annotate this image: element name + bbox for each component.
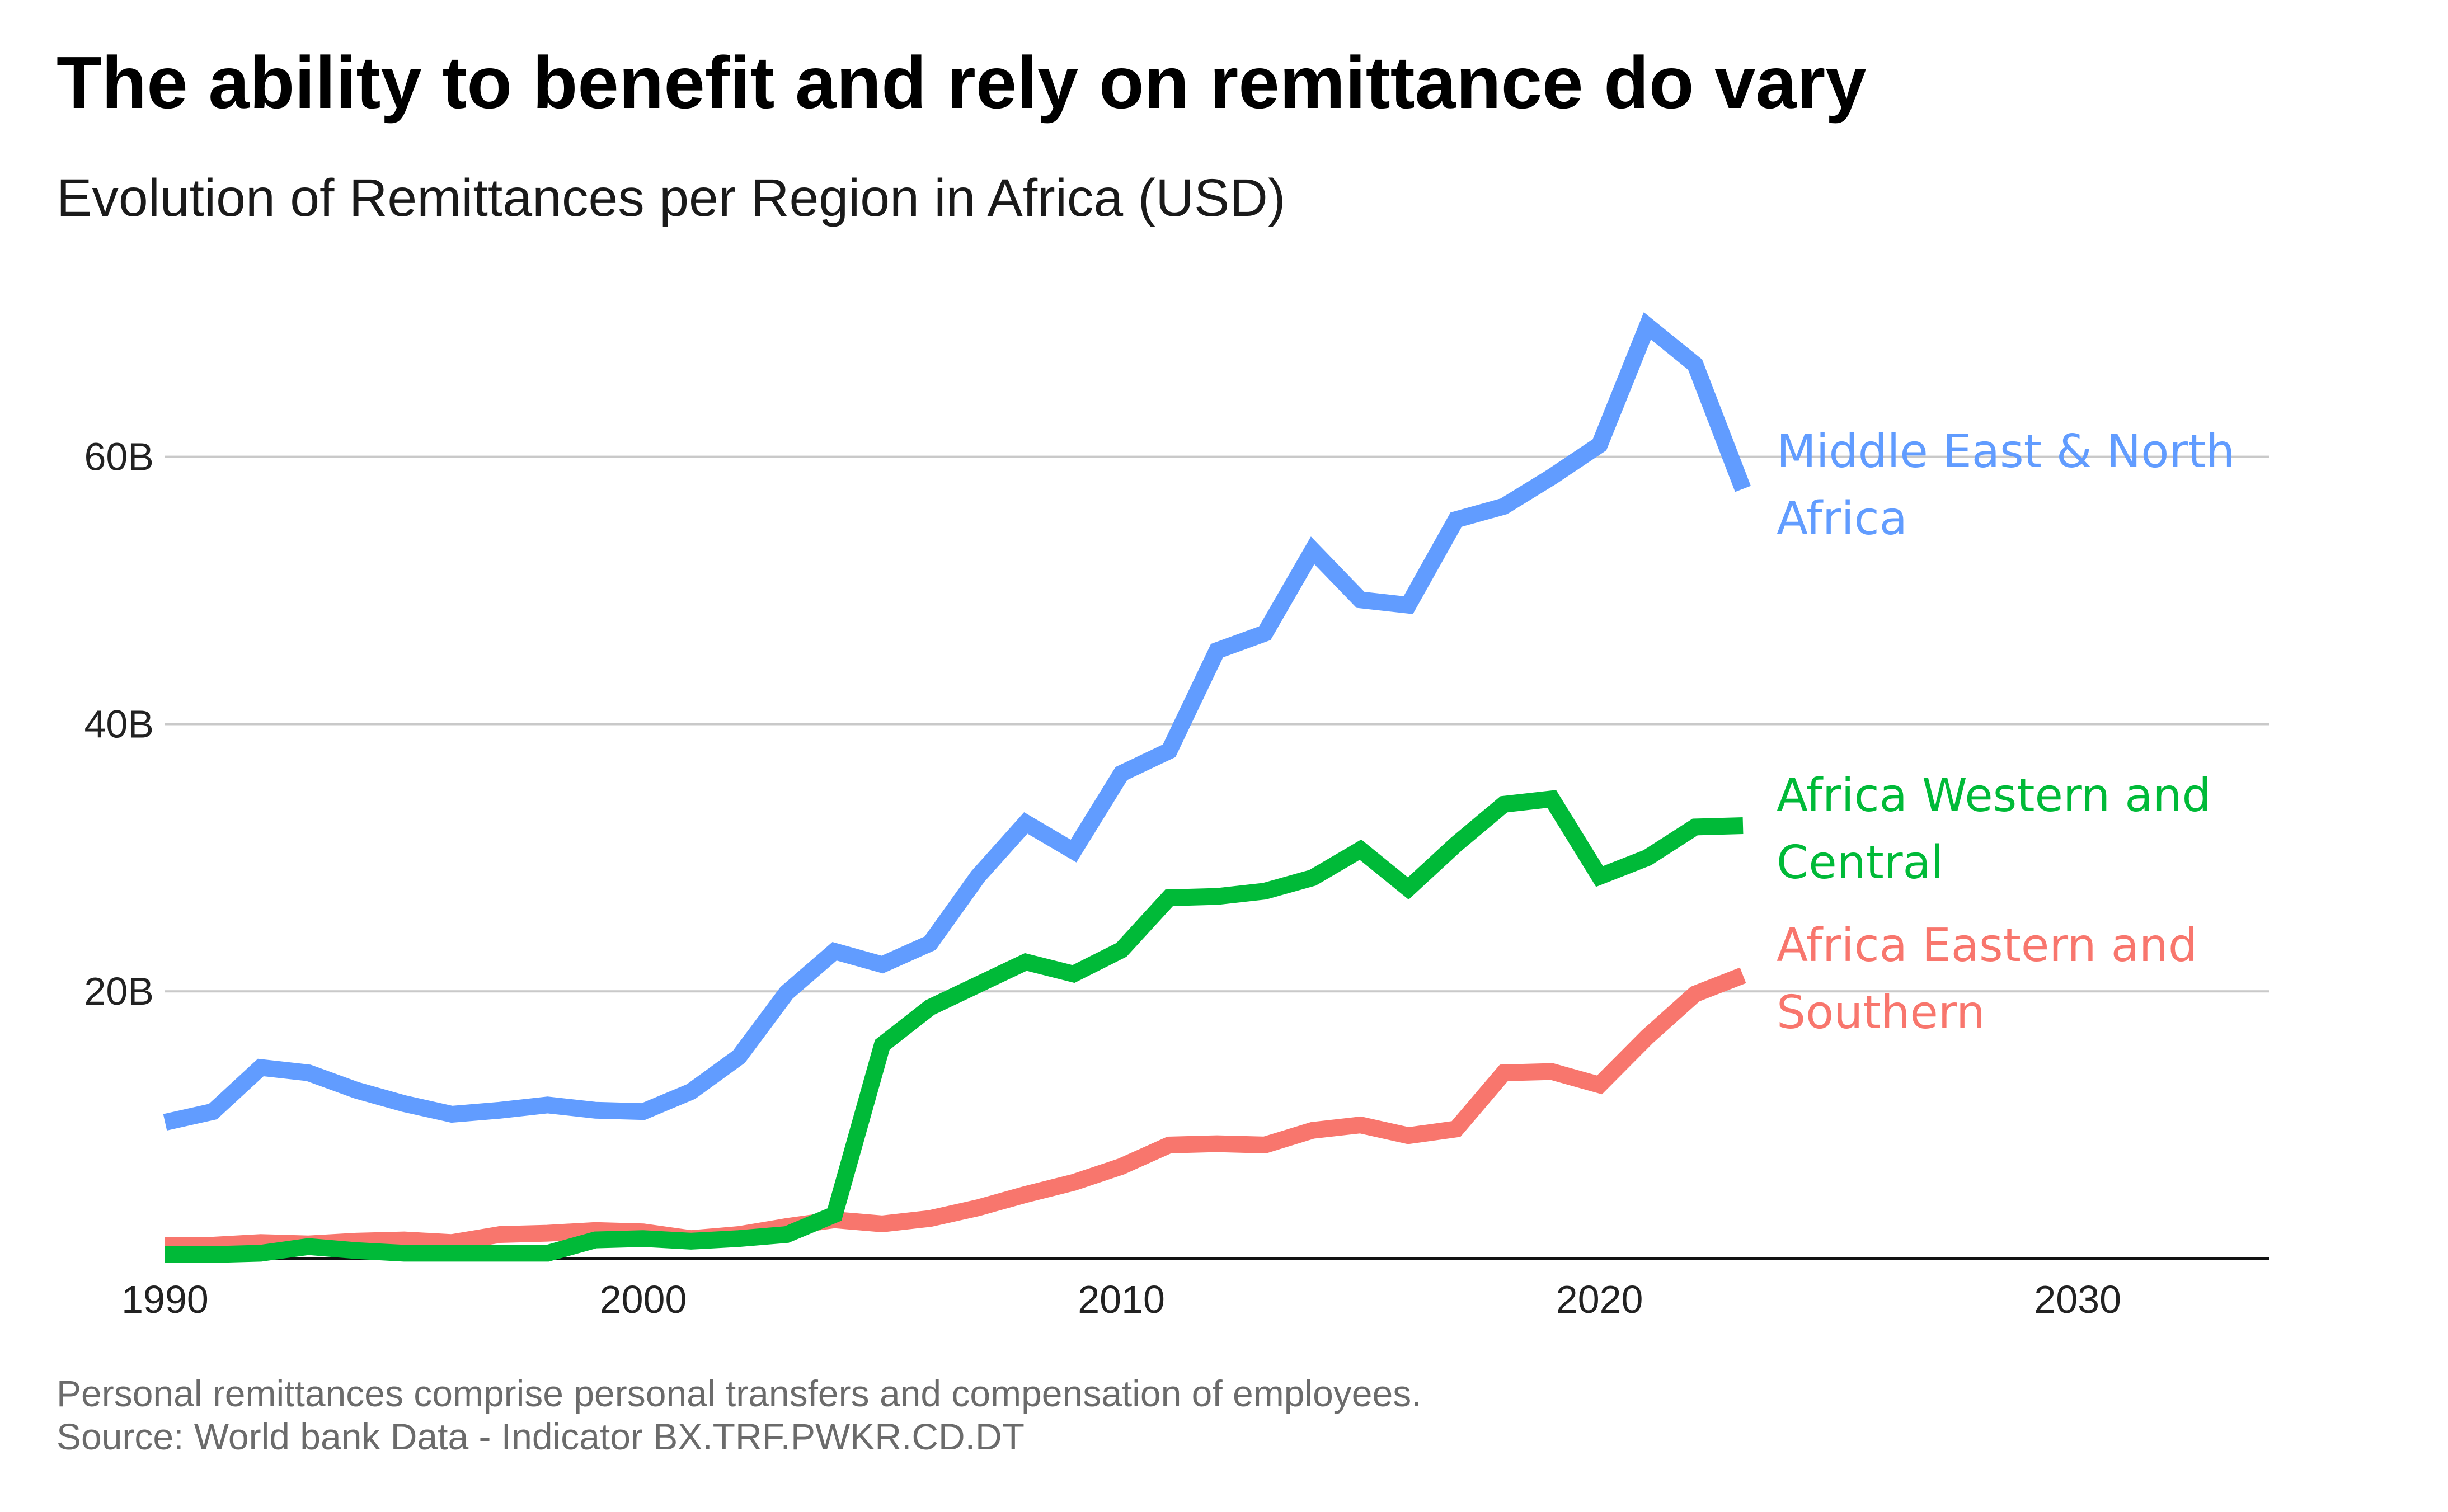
- x-axis-ticks: 1990 2000 2010 2020 2030: [121, 1278, 2121, 1321]
- series-label: Africa Western and: [1777, 769, 2211, 822]
- x-tick-label: 2020: [1556, 1278, 1643, 1321]
- series-line: [165, 967, 1746, 1254]
- y-tick-label: 20B: [84, 969, 154, 1013]
- y-tick-label: 60B: [84, 435, 154, 479]
- series-label: Africa: [1777, 492, 1907, 545]
- series-label: Africa Eastern and: [1777, 919, 2197, 972]
- series-label: Central: [1777, 836, 1944, 889]
- series-line: [165, 790, 1744, 1263]
- caption-source: Source: World bank Data - Indicator BX.T…: [57, 1416, 1025, 1457]
- x-tick-label: 2000: [600, 1278, 687, 1321]
- grid-lines: [165, 455, 2269, 993]
- x-tick-label: 1990: [121, 1278, 209, 1321]
- chart-title: The ability to benefit and rely on remit…: [57, 41, 1867, 124]
- x-tick-label: 2030: [2034, 1278, 2121, 1321]
- series-label: Middle East & North: [1777, 425, 2235, 478]
- x-tick-label: 2010: [1078, 1278, 1165, 1321]
- series-line: [163, 312, 1751, 1131]
- chart-subtitle: Evolution of Remittances per Region in A…: [57, 168, 1286, 228]
- y-tick-label: 40B: [84, 702, 154, 746]
- series-lines: [163, 312, 1751, 1263]
- y-axis-ticks: 20B 40B 60B: [84, 435, 154, 1014]
- series-labels: Middle East & North Africa Africa Western …: [1777, 425, 2235, 1039]
- caption-note: Personal remittances comprise personal t…: [57, 1373, 1422, 1414]
- series-label: Southern: [1777, 986, 1985, 1039]
